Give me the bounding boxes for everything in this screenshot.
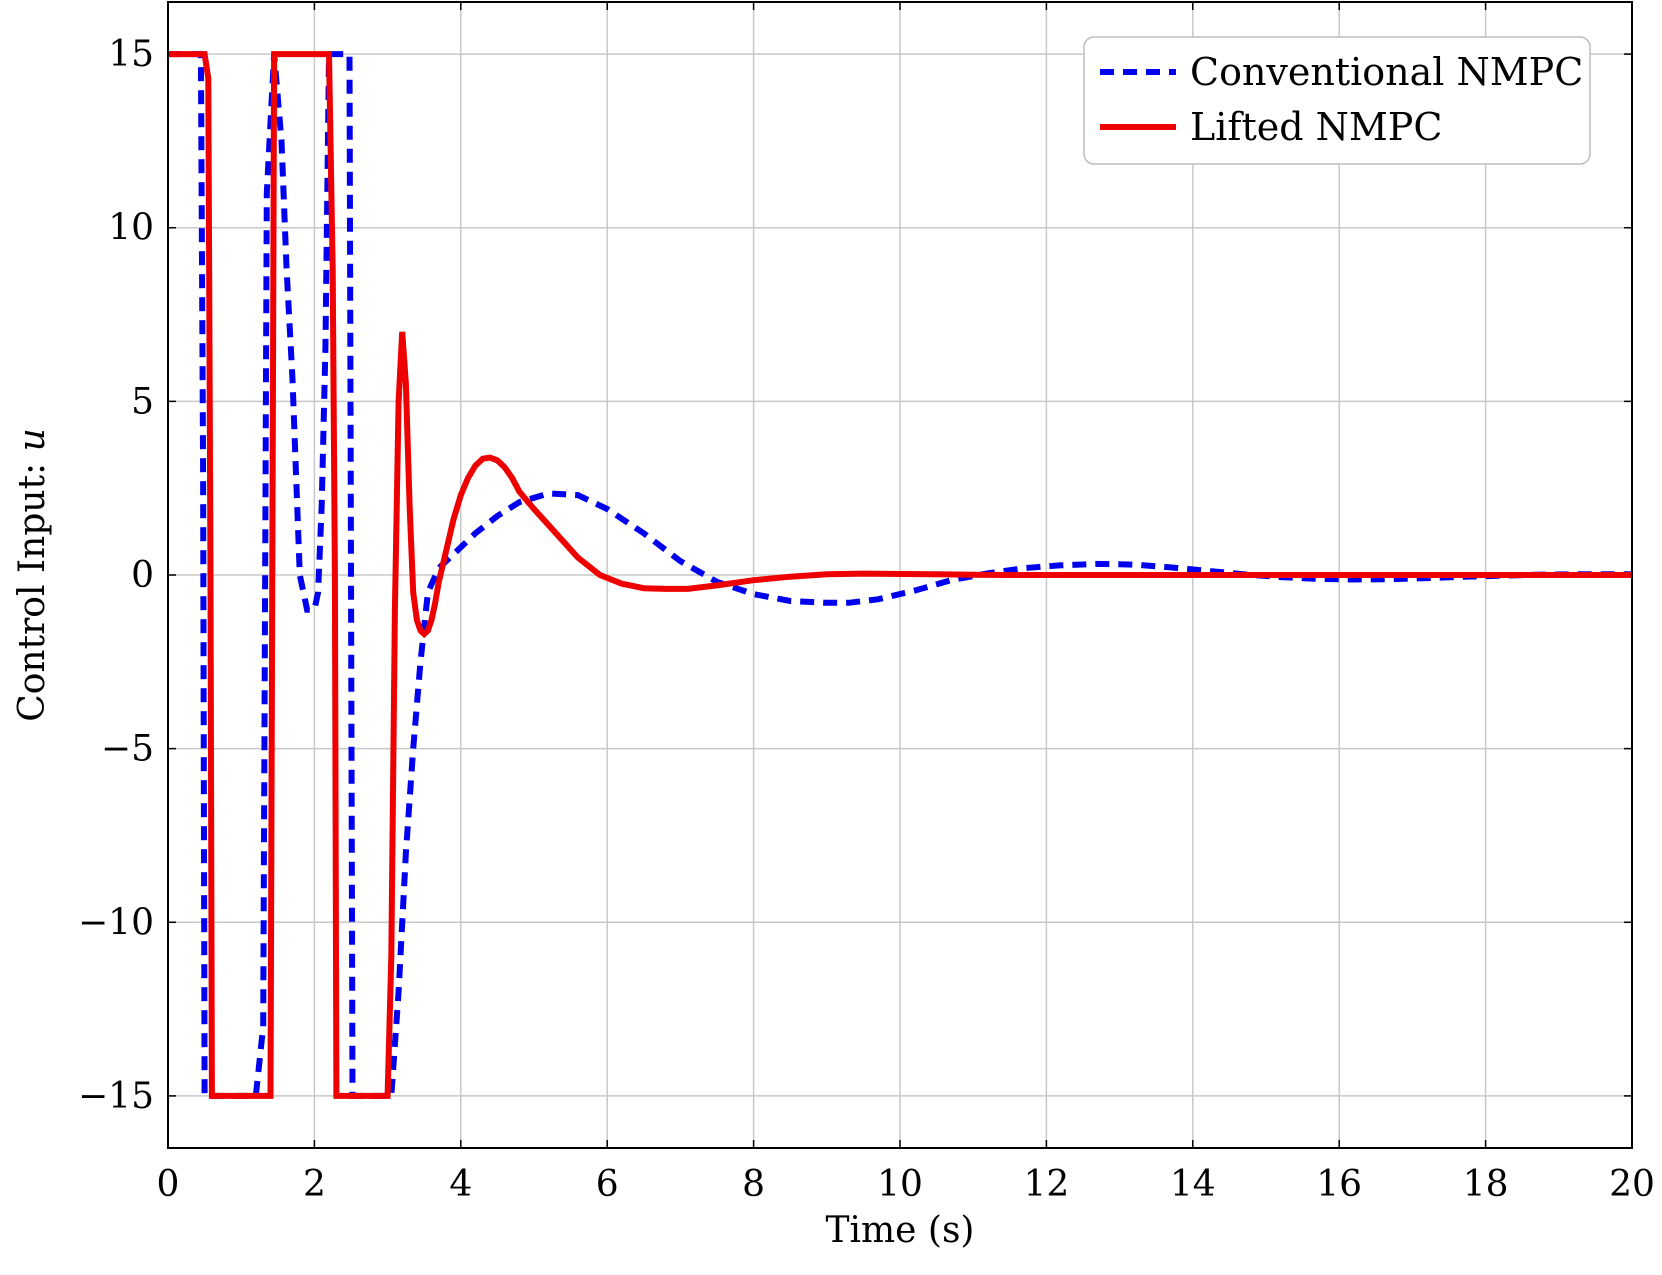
x-tick-label: 18: [1463, 1164, 1509, 1205]
y-tick-label: −10: [78, 902, 154, 943]
x-tick-label: 2: [303, 1164, 326, 1205]
x-tick-label: 4: [449, 1164, 472, 1205]
legend: Conventional NMPC Lifted NMPC: [1083, 36, 1591, 165]
y-tick-label: 10: [108, 208, 154, 249]
y-axis-label: Control Input: u: [12, 428, 53, 722]
y-tick-label: −15: [78, 1076, 154, 1117]
x-tick-label: 10: [877, 1164, 923, 1205]
x-tick-label: 16: [1316, 1164, 1362, 1205]
y-tick-label: 5: [131, 381, 154, 422]
y-tick-label: −5: [101, 729, 154, 770]
legend-entry-lifted-nmpc: Lifted NMPC: [1190, 105, 1442, 149]
series-line-lifted-nmpc: [168, 51, 1632, 1099]
series-line-conventional-nmpc: [168, 51, 1632, 1099]
y-axis-label-text: Control Input:: [12, 451, 53, 721]
plot-frame: [167, 1, 1633, 1149]
legend-entry-conventional-nmpc: Conventional NMPC: [1190, 50, 1583, 94]
series-layer: [168, 51, 1632, 1099]
y-tick-label: 15: [108, 34, 154, 75]
y-tick-label: 0: [131, 555, 154, 596]
x-tick-label: 6: [596, 1164, 619, 1205]
x-tick-label: 12: [1023, 1164, 1069, 1205]
x-tick-label: 14: [1170, 1164, 1216, 1205]
legend-box: [1083, 36, 1591, 165]
x-tick-label: 0: [157, 1164, 180, 1205]
y-axis-label-symbol: u: [12, 428, 53, 451]
ticklabel-layer: 0 2 4 6 8 10 12 14 16 18 20 −15 −10 −5 0 5 10 15: [78, 34, 1655, 1205]
x-axis-label: Time (s): [826, 1210, 975, 1251]
x-tick-label: 20: [1609, 1164, 1655, 1205]
x-tick-label: 8: [742, 1164, 765, 1205]
